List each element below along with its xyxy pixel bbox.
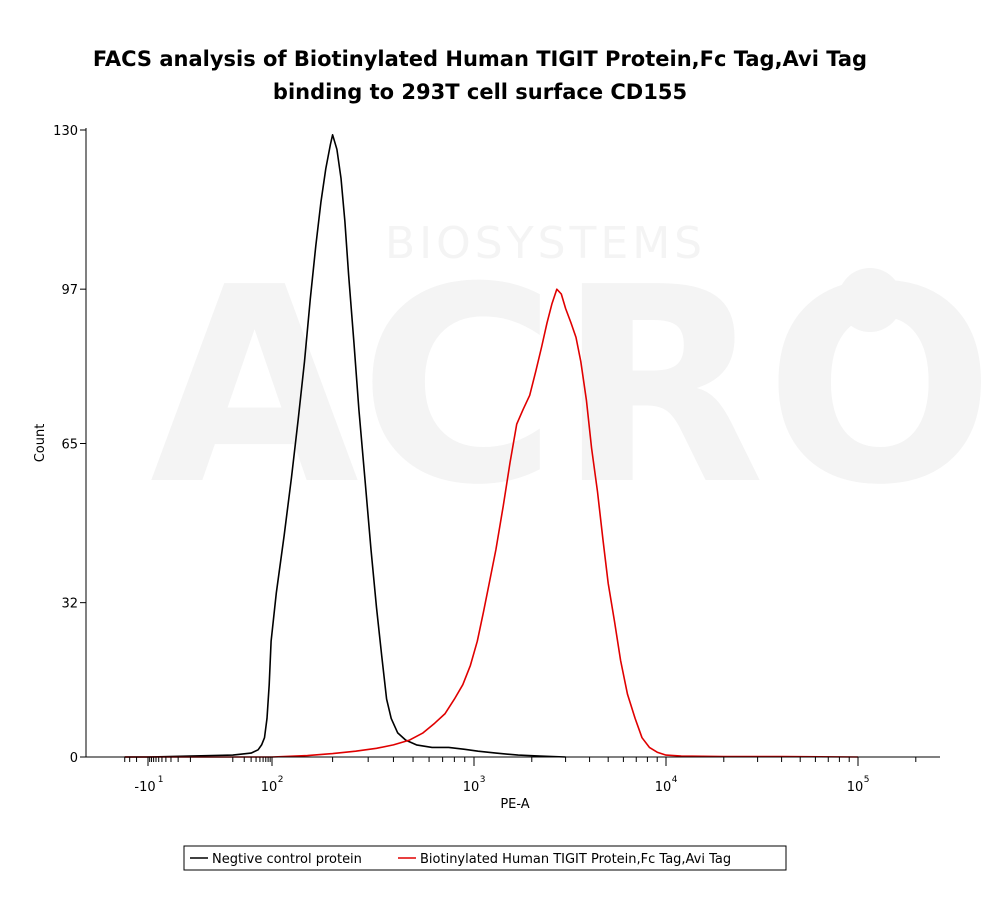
watermark-sub-text: BIOSYSTEMS bbox=[385, 218, 706, 269]
x-tick-exp-3: 4 bbox=[672, 775, 678, 785]
x-tick-exp-1: 2 bbox=[278, 775, 284, 785]
x-tick-exp-4: 5 bbox=[864, 775, 870, 785]
x-tick-base-0: -10 bbox=[134, 780, 155, 795]
series-layer bbox=[124, 134, 859, 758]
chart-title: FACS analysis of Biotinylated Human TIGI… bbox=[93, 47, 867, 71]
series-line-1 bbox=[124, 288, 859, 758]
x-tick-base-1: 10 bbox=[261, 780, 278, 795]
watermark-logo: ACRO BIOSYSTEMS bbox=[150, 218, 995, 544]
legend-box bbox=[183, 845, 787, 871]
legend-label-negative: Negtive control protein bbox=[212, 852, 362, 867]
y-tick-label-2: 65 bbox=[61, 438, 78, 453]
x-tick-base-3: 10 bbox=[655, 780, 672, 795]
y-axis-label: Count bbox=[33, 424, 48, 463]
legend-label-tigit: Biotinylated Human TIGIT Protein,Fc Tag,… bbox=[420, 852, 731, 867]
series-line-0 bbox=[124, 134, 566, 758]
watermark-dot bbox=[838, 268, 902, 332]
x-tick-label-1: 10 2 bbox=[261, 775, 284, 795]
y-tick-label-0: 0 bbox=[70, 751, 78, 766]
y-tick-label-4: 130 bbox=[53, 124, 78, 139]
x-tick-label-0: -10 1 bbox=[134, 775, 163, 795]
x-tick-label-3: 10 4 bbox=[655, 775, 678, 795]
legend: Negtive control protein Biotinylated Hum… bbox=[183, 845, 787, 871]
x-tick-label-4: 10 5 bbox=[847, 775, 870, 795]
x-ticks: -10 1 10 2 10 3 10 4 10 5 bbox=[124, 757, 917, 795]
chart-title-line2: binding to 293T cell surface CD155 bbox=[273, 80, 687, 104]
y-tick-label-3: 97 bbox=[61, 283, 78, 298]
x-tick-exp-0: 1 bbox=[158, 775, 164, 785]
x-tick-label-2: 10 3 bbox=[463, 775, 486, 795]
y-tick-label-1: 32 bbox=[61, 597, 78, 612]
x-tick-base-2: 10 bbox=[463, 780, 480, 795]
y-ticks: 0 32 65 97 130 bbox=[53, 124, 86, 766]
x-tick-exp-2: 3 bbox=[480, 775, 486, 785]
x-tick-base-4: 10 bbox=[847, 780, 864, 795]
x-axis-label: PE-A bbox=[500, 797, 529, 812]
